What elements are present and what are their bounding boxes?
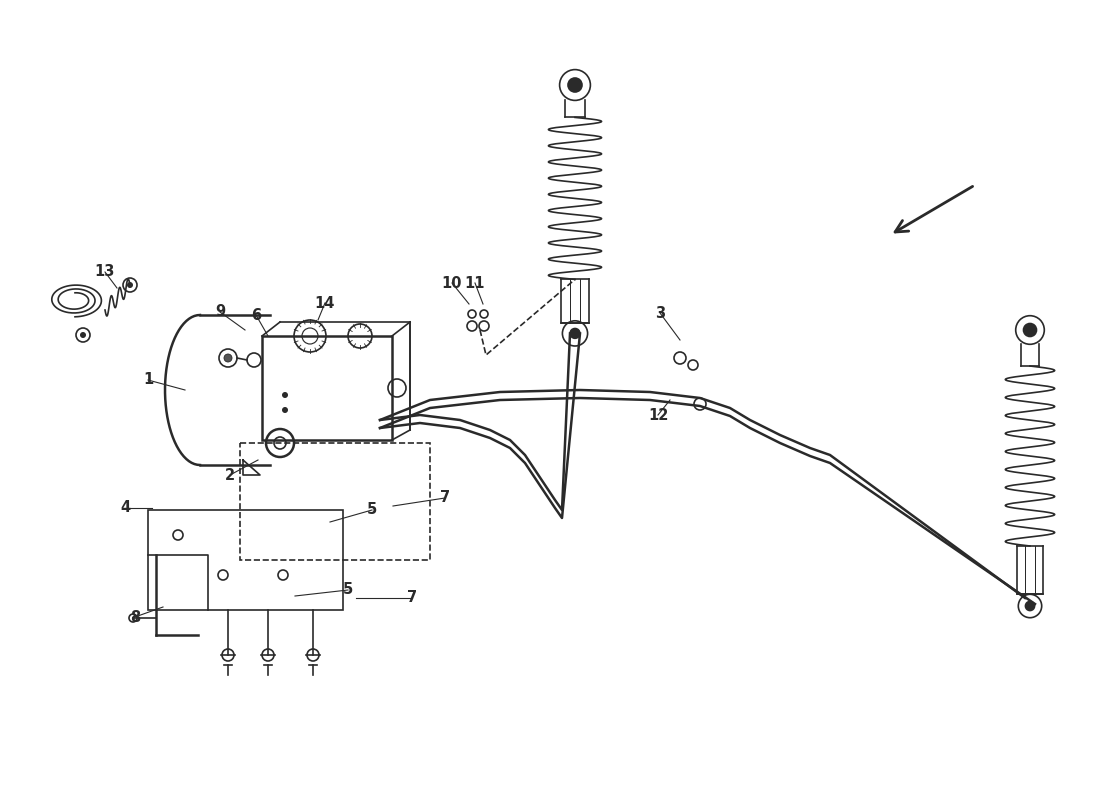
Text: 11: 11 — [464, 275, 485, 290]
Text: 12: 12 — [648, 407, 668, 422]
Circle shape — [1023, 323, 1036, 337]
Text: 2: 2 — [224, 467, 235, 482]
Text: 4: 4 — [120, 501, 130, 515]
Text: 9: 9 — [214, 305, 225, 319]
Circle shape — [282, 407, 288, 413]
Circle shape — [570, 329, 580, 338]
Circle shape — [282, 392, 288, 398]
Text: 14: 14 — [315, 295, 336, 310]
Text: 6: 6 — [251, 307, 261, 322]
Text: 5: 5 — [343, 582, 353, 598]
Text: 5: 5 — [367, 502, 377, 518]
Circle shape — [1025, 602, 1034, 610]
Text: 13: 13 — [95, 265, 116, 279]
Text: 7: 7 — [440, 490, 450, 506]
Circle shape — [224, 354, 232, 362]
Bar — [148, 510, 343, 610]
Text: 10: 10 — [442, 275, 462, 290]
Circle shape — [126, 282, 133, 288]
Bar — [262, 336, 392, 440]
Text: 8: 8 — [130, 610, 140, 625]
Bar — [240, 443, 430, 560]
Circle shape — [80, 332, 86, 338]
Circle shape — [568, 78, 582, 92]
Text: 1: 1 — [143, 373, 153, 387]
Text: 7: 7 — [407, 590, 417, 606]
Text: 3: 3 — [654, 306, 666, 321]
